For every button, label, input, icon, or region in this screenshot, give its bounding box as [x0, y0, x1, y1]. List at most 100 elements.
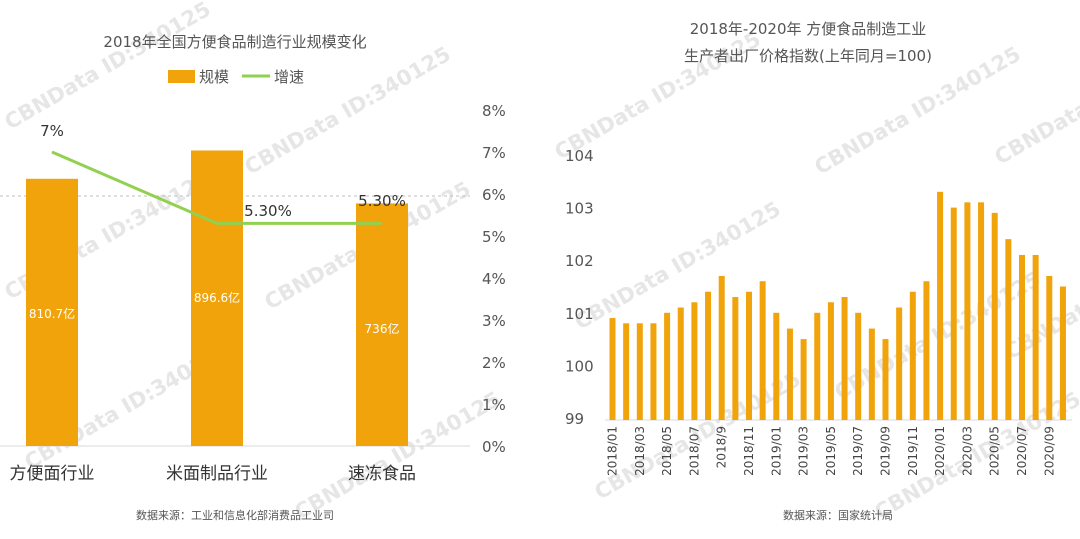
- ppi-bar: [800, 339, 807, 420]
- growth-label: 5.30%: [358, 192, 406, 210]
- right-chart-title: 2018年-2020年 方便食品制造工业: [690, 20, 927, 38]
- growth-line: [51, 150, 382, 225]
- left-right-axis: 0% 1% 2% 3% 4% 5% 6% 7% 8%: [482, 102, 506, 456]
- ppi-bar: [718, 275, 725, 420]
- legend-bar-swatch: [168, 70, 195, 83]
- x-tick-label: 2019/07: [851, 426, 865, 476]
- scale-bar-label: 896.6亿: [194, 290, 240, 305]
- ppi-bar: [705, 291, 712, 420]
- ppi-bar: [773, 312, 780, 420]
- x-tick-label: 2018/03: [633, 426, 647, 476]
- y-tick-label: 104: [565, 147, 594, 165]
- ppi-bar: [964, 202, 971, 420]
- x-tick-label: 2018/01: [606, 426, 620, 476]
- x-tick-label: 2018/07: [687, 426, 701, 476]
- category-label: 方便面行业: [10, 464, 95, 484]
- x-tick-label: 2020/09: [1042, 426, 1056, 476]
- scale-bar: [356, 203, 408, 446]
- y-tick-label: 99: [565, 410, 584, 428]
- left-chart-title: 2018年全国方便食品制造行业规模变化: [103, 33, 366, 51]
- scale-bar-label: 810.7亿: [29, 306, 75, 321]
- x-tick-label: 2019/05: [824, 426, 838, 476]
- x-tick-label: 2020/07: [1015, 426, 1029, 476]
- ppi-bar: [636, 323, 643, 420]
- y2-tick-label: 3%: [482, 312, 506, 330]
- ppi-bar: [814, 312, 821, 420]
- watermark-text: CBNData ID:340125: [1, 0, 215, 134]
- scale-bar: [26, 178, 78, 446]
- legend-line-label: 增速: [274, 68, 304, 86]
- ppi-bar: [855, 312, 862, 420]
- y2-tick-label: 5%: [482, 228, 506, 246]
- growth-label: 5.30%: [244, 202, 292, 220]
- ppi-bar: [609, 318, 616, 420]
- ppi-bar: [732, 297, 739, 420]
- right-bars: [609, 191, 1066, 420]
- watermark-text: CBNData ID:340125: [241, 42, 455, 180]
- left-chart: 2018年全国方便食品制造行业规模变化 规模 增速 810.7亿 896.6亿 73…: [0, 33, 506, 522]
- x-tick-label: 2019/11: [906, 426, 920, 476]
- y-tick-label: 100: [565, 357, 594, 375]
- ppi-bar: [950, 207, 957, 420]
- x-tick-label: 2020/03: [960, 426, 974, 476]
- y2-tick-label: 2%: [482, 354, 506, 372]
- x-tick-label: 2019/03: [797, 426, 811, 476]
- y2-tick-label: 7%: [482, 144, 506, 162]
- ppi-bar: [827, 302, 834, 420]
- right-chart-subtitle: 生产者出厂价格指数(上年同月=100): [684, 47, 932, 65]
- y2-tick-label: 0%: [482, 438, 506, 456]
- ppi-bar: [650, 323, 657, 420]
- y-tick-label: 102: [565, 252, 594, 270]
- x-tick-label: 2018/05: [660, 426, 674, 476]
- right-x-tick-labels: 2018/01 2018/03 2018/05 2018/07 2018/9 2018/1…: [606, 426, 1057, 476]
- right-source: 数据来源：国家统计局: [783, 508, 893, 522]
- y2-tick-label: 1%: [482, 396, 506, 414]
- x-tick-label: 2020/01: [933, 426, 947, 476]
- ppi-bar: [1059, 286, 1066, 420]
- left-source: 数据来源：工业和信息化部消费品工业司: [136, 508, 334, 522]
- left-legend: 规模 增速: [168, 68, 304, 86]
- right-chart: 2018年-2020年 方便食品制造工业 生产者出厂价格指数(上年同月=100)…: [565, 20, 1072, 522]
- left-bars: 810.7亿 896.6亿 736亿: [26, 150, 408, 446]
- ppi-bar: [882, 339, 889, 420]
- ppi-bar: [677, 307, 684, 420]
- ppi-bar: [868, 328, 875, 420]
- left-rate-series: 7% 5.30% 5.30%: [40, 122, 406, 225]
- ppi-bar: [841, 297, 848, 420]
- scale-bar-label: 736亿: [365, 321, 400, 336]
- ppi-bar: [896, 307, 903, 420]
- x-tick-label: 2019/09: [879, 426, 893, 476]
- ppi-bar: [759, 281, 766, 420]
- ppi-bar: [691, 302, 698, 420]
- ppi-bar: [1005, 239, 1012, 420]
- growth-label: 7%: [40, 122, 64, 140]
- ppi-bar: [978, 202, 985, 420]
- ppi-bar: [746, 291, 752, 420]
- scale-bar: [191, 150, 243, 446]
- ppi-bar: [786, 328, 793, 420]
- ppi-bar: [909, 291, 916, 420]
- x-tick-label: 2019/01: [769, 426, 783, 476]
- y-tick-label: 101: [565, 305, 594, 323]
- ppi-bar: [664, 312, 671, 420]
- ppi-bar: [937, 191, 944, 420]
- ppi-bar: [1046, 275, 1053, 420]
- legend-bar-label: 规模: [199, 68, 229, 86]
- y2-tick-label: 6%: [482, 186, 506, 204]
- x-tick-label: 2020/05: [988, 426, 1002, 476]
- ppi-bar: [623, 323, 630, 420]
- y2-tick-label: 8%: [482, 102, 506, 120]
- y-tick-label: 103: [565, 200, 594, 218]
- category-label: 速冻食品: [348, 464, 416, 484]
- ppi-bar: [1032, 254, 1039, 420]
- right-y-axis: 99 100 101 102 103 104: [565, 147, 594, 428]
- y2-tick-label: 4%: [482, 270, 506, 288]
- ppi-bar: [923, 281, 930, 420]
- x-tick-label: 2018/11: [742, 426, 756, 476]
- x-tick-label: 2018/9: [715, 426, 729, 468]
- ppi-bar: [991, 212, 998, 420]
- category-label: 米面制品行业: [166, 464, 268, 484]
- ppi-bar: [1019, 254, 1025, 420]
- left-category-labels: 方便面行业 米面制品行业 速冻食品: [10, 464, 417, 484]
